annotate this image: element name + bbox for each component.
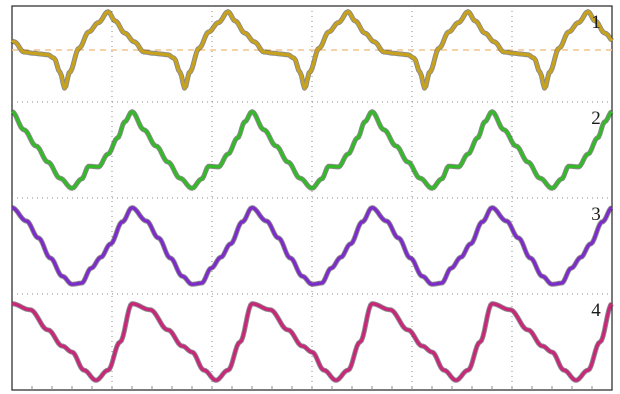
trace-labels: 1 2 3 4: [591, 12, 601, 321]
trace-label-3: 3: [591, 204, 601, 225]
trace-2: [11, 110, 613, 190]
trace-label-4: 4: [591, 300, 601, 321]
trace-label-2: 2: [591, 108, 601, 129]
trace-3: [11, 206, 613, 286]
traces: [10, 9, 614, 383]
trace-4: [11, 302, 614, 382]
grid: [12, 6, 612, 390]
trace-label-1: 1: [591, 12, 601, 33]
trace-1: [11, 10, 614, 90]
